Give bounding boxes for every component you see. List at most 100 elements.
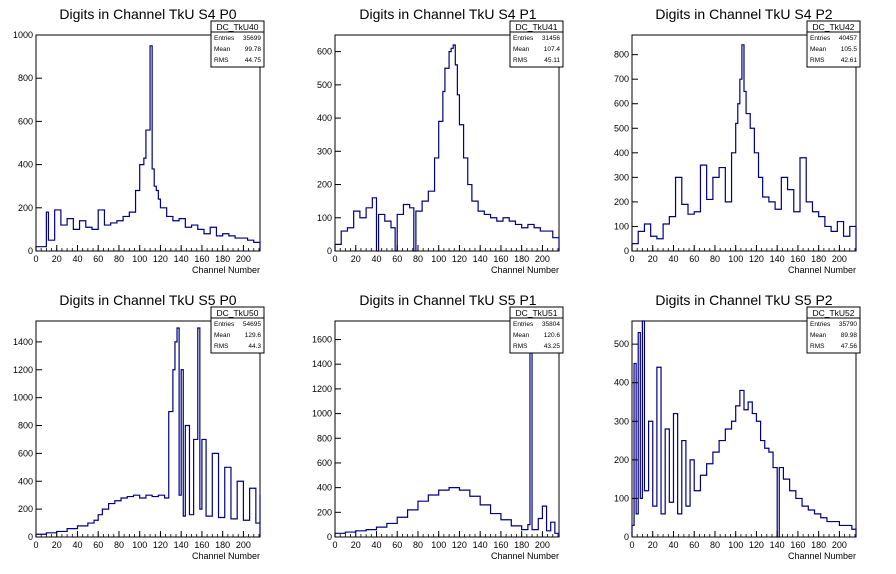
chart-title: Digits in Channel TkU S5 P0 bbox=[59, 292, 236, 308]
plot-frame bbox=[631, 320, 857, 538]
x-tick-label: 200 bbox=[832, 254, 847, 264]
stats-label: Entries bbox=[214, 321, 235, 328]
x-tick-label: 60 bbox=[392, 254, 402, 264]
x-tick-label: 180 bbox=[514, 540, 529, 550]
histogram-series-line bbox=[35, 327, 261, 537]
x-tick-label: 140 bbox=[770, 540, 785, 550]
chart-title: Digits in Channel TkU S4 P0 bbox=[59, 6, 236, 22]
y-tick-label: 1600 bbox=[312, 335, 332, 345]
histogram-series-line bbox=[631, 320, 857, 538]
x-tick-label: 40 bbox=[72, 540, 82, 550]
x-tick-label: 20 bbox=[351, 540, 361, 550]
stats-label: Entries bbox=[214, 35, 235, 42]
x-tick-label: 100 bbox=[132, 540, 147, 550]
stats-label: RMS bbox=[513, 57, 528, 64]
x-tick-label: 200 bbox=[236, 254, 251, 264]
y-tick-label: 500 bbox=[317, 80, 332, 90]
stats-value: 40457 bbox=[839, 35, 857, 42]
x-tick-label: 180 bbox=[514, 254, 529, 264]
x-tick-label: 160 bbox=[493, 254, 508, 264]
stats-value: 42.61 bbox=[841, 57, 858, 64]
stats-value: 107.4 bbox=[544, 46, 561, 53]
x-tick-label: 140 bbox=[473, 254, 488, 264]
stats-label: RMS bbox=[810, 343, 825, 350]
histogram-panel-3: Digits in Channel TkU S4 P2 0 20 40 60 80 100 1… bbox=[614, 6, 861, 275]
stats-label: Mean bbox=[810, 46, 827, 53]
y-tick-label: 300 bbox=[614, 416, 629, 426]
plot-frame bbox=[35, 34, 261, 252]
x-tick-label: 160 bbox=[194, 254, 209, 264]
x-tick-label: 0 bbox=[33, 254, 38, 264]
stats-value: 45.11 bbox=[544, 57, 560, 64]
stats-value: 44.75 bbox=[245, 57, 262, 64]
stats-label: Mean bbox=[214, 332, 231, 339]
y-tick-label: 1200 bbox=[312, 384, 332, 394]
x-axis-label: Channel Number bbox=[192, 551, 260, 561]
x-tick-label: 100 bbox=[728, 540, 743, 550]
x-tick-label: 20 bbox=[648, 540, 658, 550]
x-tick-label: 80 bbox=[114, 254, 124, 264]
y-tick-label: 600 bbox=[317, 47, 332, 57]
stats-value: 129.6 bbox=[245, 332, 262, 339]
y-tick-label: 1400 bbox=[312, 359, 332, 369]
y-tick-label: 500 bbox=[614, 339, 629, 349]
x-tick-label: 120 bbox=[749, 254, 764, 264]
stats-value: 99.78 bbox=[245, 46, 262, 53]
x-tick-label: 120 bbox=[452, 540, 467, 550]
x-tick-label: 200 bbox=[535, 540, 550, 550]
x-tick-label: 100 bbox=[431, 254, 446, 264]
y-tick-label: 1000 bbox=[13, 393, 33, 403]
x-tick-label: 60 bbox=[689, 540, 699, 550]
plot-frame bbox=[631, 34, 857, 252]
x-tick-label: 60 bbox=[689, 254, 699, 264]
histogram-panel-6: Digits in Channel TkU S5 P2 0 20 40 60 80 100 1… bbox=[614, 292, 861, 561]
stats-box: DC_TkU51 Entries 35804 Mean 120.6 RMS 43.25 bbox=[509, 306, 564, 354]
x-tick-label: 160 bbox=[493, 540, 508, 550]
stats-box-frame bbox=[210, 306, 265, 354]
x-tick-label: 40 bbox=[371, 254, 381, 264]
stats-box-name: DC_TkU52 bbox=[812, 308, 854, 318]
stats-box: DC_TkU50 Entries 54695 Mean 129.6 RMS 44.3 bbox=[210, 306, 265, 354]
y-tick-label: 600 bbox=[614, 99, 629, 109]
y-tick-label: 1000 bbox=[312, 409, 332, 419]
y-tick-label: 600 bbox=[18, 448, 33, 458]
y-tick-label: 100 bbox=[317, 213, 332, 223]
x-tick-label: 140 bbox=[174, 254, 189, 264]
y-tick-label: 0 bbox=[624, 246, 629, 256]
x-tick-label: 60 bbox=[93, 540, 103, 550]
x-tick-label: 160 bbox=[790, 540, 805, 550]
x-tick-label: 80 bbox=[114, 540, 124, 550]
stats-box-frame bbox=[210, 20, 265, 68]
stats-box-frame bbox=[509, 306, 564, 354]
x-tick-label: 40 bbox=[371, 540, 381, 550]
stats-value: 44.3 bbox=[248, 343, 261, 350]
stats-box: DC_TkU40 Entries 35699 Mean 99.78 RMS 44.75 bbox=[210, 20, 265, 68]
y-tick-label: 1200 bbox=[13, 365, 33, 375]
stats-label: RMS bbox=[214, 343, 229, 350]
stats-box: DC_TkU52 Entries 35790 Mean 89.98 RMS 47.56 bbox=[806, 306, 861, 354]
x-tick-label: 120 bbox=[452, 254, 467, 264]
stats-value: 35790 bbox=[839, 321, 857, 328]
y-tick-label: 0 bbox=[327, 246, 332, 256]
histogram-series-line bbox=[35, 45, 261, 251]
stats-value: 47.56 bbox=[841, 343, 858, 350]
histogram-panel-1: Digits in Channel TkU S4 P0 0 20 40 60 80 100 1… bbox=[13, 6, 265, 275]
stats-label: Entries bbox=[810, 321, 831, 328]
stats-box-name: DC_TkU51 bbox=[515, 308, 557, 318]
y-tick-label: 400 bbox=[614, 378, 629, 388]
y-tick-label: 100 bbox=[614, 493, 629, 503]
y-tick-label: 600 bbox=[317, 458, 332, 468]
stats-value: 89.98 bbox=[841, 332, 858, 339]
x-tick-label: 80 bbox=[710, 540, 720, 550]
x-tick-label: 120 bbox=[153, 254, 168, 264]
x-tick-label: 20 bbox=[648, 254, 658, 264]
x-tick-label: 180 bbox=[215, 540, 230, 550]
y-tick-label: 400 bbox=[317, 113, 332, 123]
y-tick-label: 0 bbox=[28, 532, 33, 542]
x-tick-label: 180 bbox=[811, 254, 826, 264]
stats-label: Mean bbox=[513, 46, 530, 53]
stats-value: 120.6 bbox=[544, 332, 561, 339]
stats-box-frame bbox=[509, 20, 564, 68]
x-tick-label: 180 bbox=[811, 540, 826, 550]
